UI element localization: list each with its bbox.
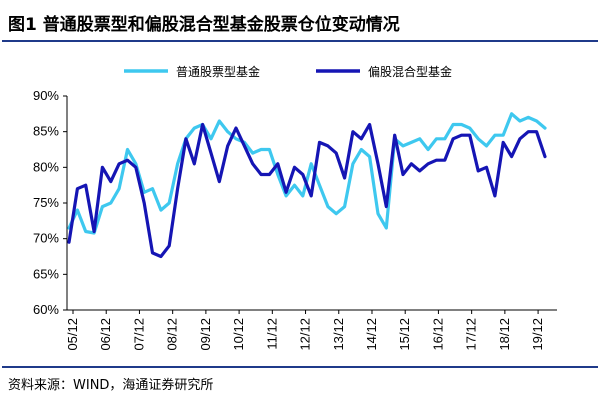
x-tick-label: 06/12	[98, 318, 113, 351]
legend-label: 偏股混合型基金	[368, 64, 452, 79]
series-line-1	[67, 112, 547, 235]
chart-title: 图1 普通股票型和偏股混合型基金股票仓位变动情况	[8, 15, 400, 35]
series-line-2	[67, 122, 547, 259]
x-tick-label: 14/12	[364, 318, 379, 351]
x-tick-label: 05/12	[65, 318, 80, 351]
x-tick-label: 09/12	[198, 318, 213, 351]
title-rule	[2, 40, 598, 42]
x-tick-label: 12/12	[298, 318, 313, 351]
legend-label: 普通股票型基金	[176, 64, 260, 79]
y-tick-label: 65%	[33, 266, 59, 281]
y-tick-label: 85%	[33, 124, 59, 139]
y-tick-label: 75%	[33, 195, 59, 210]
x-tick-label: 13/12	[331, 318, 346, 351]
y-tick-label: 60%	[33, 302, 59, 317]
title-bar: 图1 普通股票型和偏股混合型基金股票仓位变动情况	[0, 0, 600, 46]
x-tick-label: 07/12	[131, 318, 146, 351]
x-tick-label: 18/12	[497, 318, 512, 351]
y-tick-label: 80%	[33, 159, 59, 174]
y-tick-label: 70%	[33, 231, 59, 246]
footer-rule	[2, 366, 598, 368]
x-tick-label: 16/12	[430, 318, 445, 351]
x-tick-label: 19/12	[530, 318, 545, 351]
source-note: 资料来源：WIND，海通证券研究所	[8, 378, 214, 393]
x-tick-label: 10/12	[231, 318, 246, 351]
x-tick-label: 15/12	[397, 318, 412, 351]
x-tick-label: 08/12	[165, 318, 180, 351]
x-tick-label: 11/12	[264, 318, 279, 350]
x-tick-label: 17/12	[464, 318, 479, 351]
y-tick-label: 90%	[33, 88, 59, 103]
